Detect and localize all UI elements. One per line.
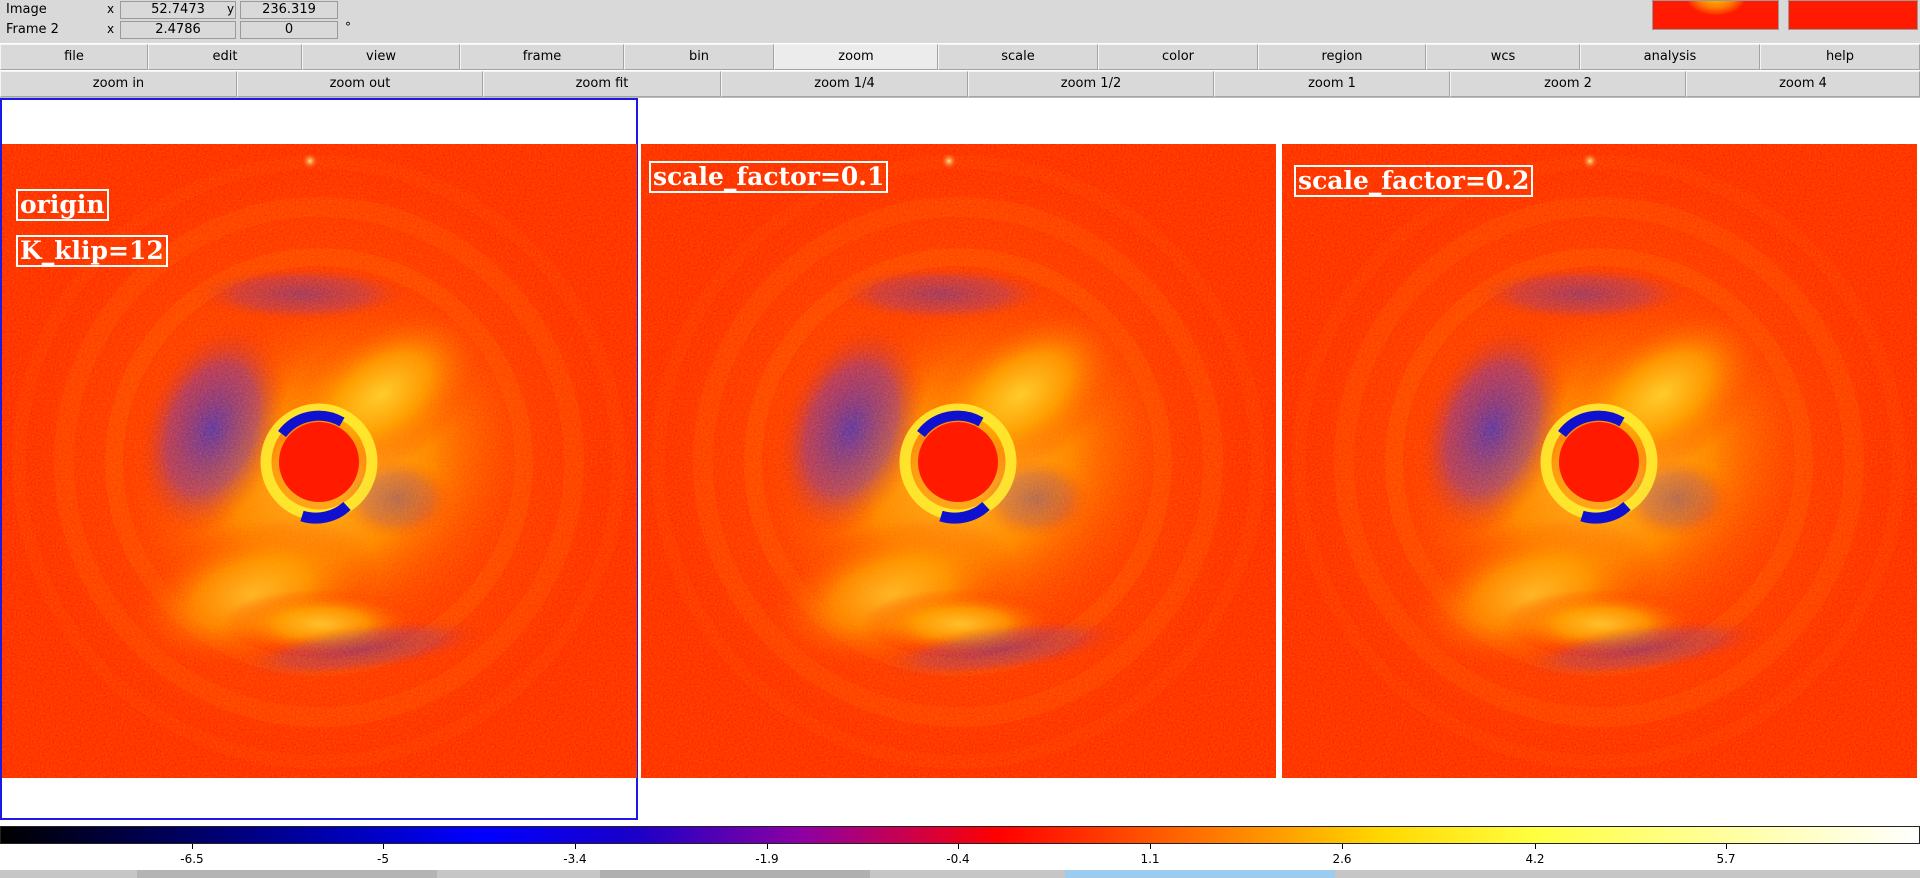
colorbar-tick-label: 1.1 <box>1140 852 1160 866</box>
image-frame-scale-0-2[interactable]: scale_factor=0.2 <box>1282 144 1917 778</box>
zoom-4-button[interactable]: zoom 4 <box>1686 71 1920 97</box>
colorbar-tick-label: -3.4 <box>563 852 587 866</box>
colorbar-tick <box>1726 844 1727 849</box>
frame-x-field[interactable]: 2.4786 <box>120 21 236 39</box>
menu-file[interactable]: file <box>0 44 148 70</box>
colorbar-tick <box>192 844 193 849</box>
colorbar-tick-label: 4.2 <box>1525 852 1545 866</box>
colorbar-tick <box>958 844 959 849</box>
frame-angle-field[interactable]: 0 <box>240 21 338 39</box>
menu-scale[interactable]: scale <box>938 44 1098 70</box>
menu-help[interactable]: help <box>1760 44 1920 70</box>
image-frame-origin[interactable]: origin K_klip=12 <box>2 144 637 778</box>
colorbar-tick-label: 5.7 <box>1716 852 1736 866</box>
colorbar[interactable] <box>0 826 1920 844</box>
colorbar-tick <box>1150 844 1151 849</box>
taskbar-strip <box>0 870 1920 878</box>
magnifier-thumbnail <box>1788 0 1918 30</box>
current-frame-highlight <box>0 98 638 820</box>
colorbar-tick-label: 2.6 <box>1332 852 1352 866</box>
menu-wcs[interactable]: wcs <box>1426 44 1580 70</box>
image-y-field[interactable]: 236.319 <box>240 1 338 19</box>
menu-bar: file edit view frame bin zoom scale color region… <box>0 44 1920 70</box>
zoom-out-button[interactable]: zoom out <box>237 71 483 97</box>
zoom-1-4-button[interactable]: zoom 1/4 <box>721 71 968 97</box>
colorbar-tick-label: -1.9 <box>755 852 779 866</box>
disk-image-3 <box>1282 144 1917 778</box>
info-panel: Image x 52.7473 y 236.319 Frame 2 x 2.47… <box>0 0 1920 43</box>
image-coord-label: Image <box>6 2 47 17</box>
toolbar-separator <box>0 97 1920 98</box>
frame-x-axis-label: x <box>107 22 115 36</box>
colorbar-tick <box>383 844 384 849</box>
colorbar-tick <box>1535 844 1536 849</box>
zoom-2-button[interactable]: zoom 2 <box>1450 71 1686 97</box>
image-x-field[interactable]: 52.7473 <box>120 1 236 19</box>
menu-bin[interactable]: bin <box>624 44 774 70</box>
image-frame-scale-0-1[interactable]: scale_factor=0.1 <box>641 144 1276 778</box>
menu-color[interactable]: color <box>1098 44 1258 70</box>
panner-thumbnail[interactable] <box>1652 0 1779 30</box>
degree-symbol: ° <box>345 20 351 34</box>
menu-edit[interactable]: edit <box>148 44 302 70</box>
frame-coord-label: Frame 2 <box>6 22 59 37</box>
image-x-axis-label: x <box>107 2 115 16</box>
menu-view[interactable]: view <box>302 44 460 70</box>
zoom-1-button[interactable]: zoom 1 <box>1214 71 1450 97</box>
image-y-axis-label: y <box>227 2 235 16</box>
menu-frame[interactable]: frame <box>460 44 624 70</box>
zoom-1-2-button[interactable]: zoom 1/2 <box>968 71 1214 97</box>
menu-region[interactable]: region <box>1258 44 1426 70</box>
region-label-scale-0-1[interactable]: scale_factor=0.1 <box>649 161 889 193</box>
zoom-fit-button[interactable]: zoom fit <box>483 71 721 97</box>
menu-zoom[interactable]: zoom <box>774 44 938 70</box>
colorbar-tick <box>1342 844 1343 849</box>
colorbar-tick-label: -0.4 <box>946 852 970 866</box>
colorbar-tick-label: -5 <box>377 852 389 866</box>
disk-image-2 <box>641 144 1276 778</box>
region-label-origin[interactable]: origin <box>16 189 109 221</box>
region-label-kklip[interactable]: K_klip=12 <box>16 235 168 267</box>
colorbar-tick-label: -6.5 <box>180 852 204 866</box>
menu-analysis[interactable]: analysis <box>1580 44 1760 70</box>
region-label-scale-0-2[interactable]: scale_factor=0.2 <box>1294 165 1534 197</box>
zoom-in-button[interactable]: zoom in <box>0 71 237 97</box>
zoom-button-bar: zoom in zoom out zoom fit zoom 1/4 zoom 1/2 z… <box>0 71 1920 97</box>
colorbar-tick <box>575 844 576 849</box>
colorbar-tick <box>767 844 768 849</box>
